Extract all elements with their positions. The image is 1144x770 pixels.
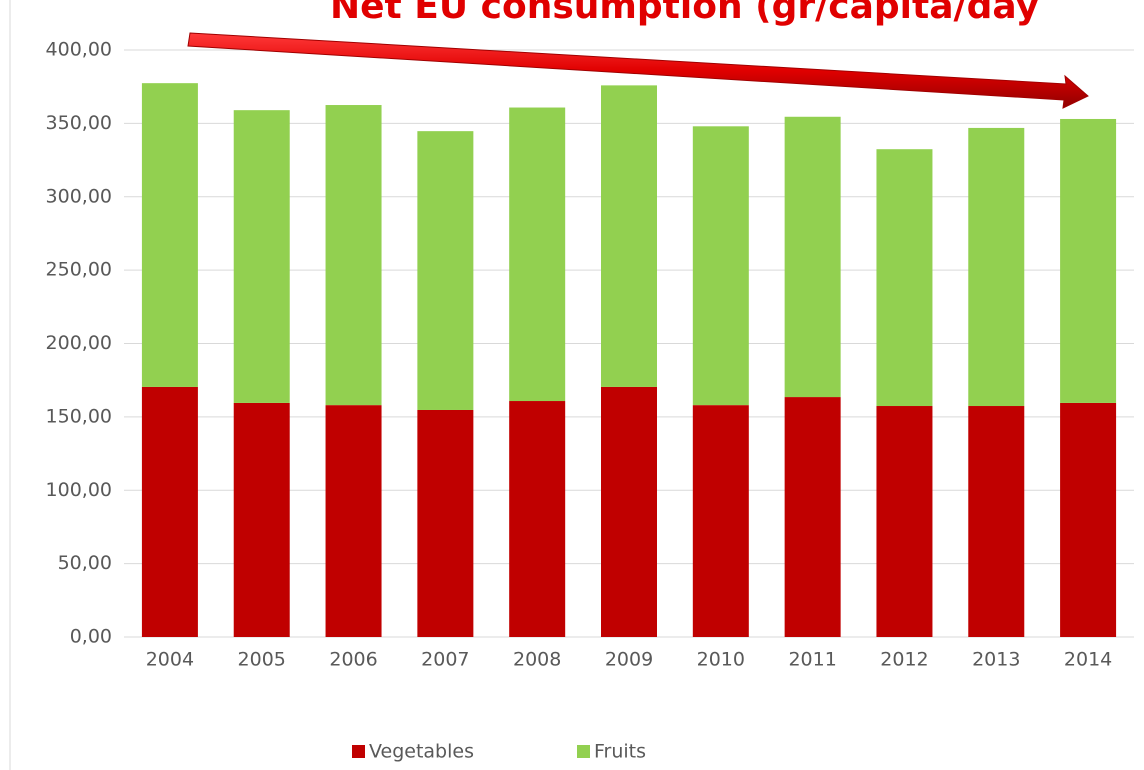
bar-segment: [233, 110, 290, 403]
bar-segment: [784, 116, 841, 398]
bar-segment: [141, 83, 198, 387]
x-tick-label: 2006: [329, 649, 377, 671]
y-tick-label: 350,00: [46, 112, 112, 134]
chart-frame: [9, 0, 11, 770]
y-tick-label: 100,00: [46, 479, 112, 501]
y-tick-label: 300,00: [46, 185, 112, 207]
y-tick-label: 400,00: [46, 39, 112, 61]
bar-segment: [509, 107, 566, 402]
bar-segment: [141, 386, 198, 637]
x-tick-label: 2004: [146, 649, 194, 671]
legend-swatch: [352, 745, 365, 758]
bar-segment: [601, 386, 657, 637]
bar-segment: [417, 409, 474, 637]
legend-label: Vegetables: [369, 741, 474, 763]
x-tick-label: 2005: [238, 649, 286, 671]
y-tick-label: 150,00: [46, 405, 112, 427]
bar-segment: [601, 85, 657, 387]
y-tick-label: 0,00: [70, 626, 112, 648]
bar-segment: [876, 149, 933, 407]
trend-arrow: [187, 32, 1089, 109]
bar-segment: [1060, 402, 1117, 637]
x-tick-label: 2014: [1064, 649, 1112, 671]
legend-label: Fruits: [594, 741, 646, 763]
x-tick-label: 2011: [788, 649, 836, 671]
bar-segment: [325, 405, 382, 637]
x-tick-label: 2013: [972, 649, 1020, 671]
x-tick-label: 2012: [880, 649, 928, 671]
bar-segment: [692, 405, 749, 637]
bar-segment: [692, 126, 749, 406]
plot-area: 0,00 50,00 100,00 150,00 200,00 250,00 300,00 3…: [46, 39, 1134, 763]
y-tick-label: 50,00: [58, 552, 112, 574]
bar-segment: [968, 127, 1025, 407]
y-tick-label: 200,00: [46, 332, 112, 354]
chart-title: Net EU consumption (gr/capita/day: [330, 0, 1039, 27]
bar-segment: [968, 406, 1025, 637]
bar-segment: [233, 402, 290, 637]
legend-swatch: [577, 745, 590, 758]
bar-segment: [1060, 118, 1117, 403]
x-tick-label: 2009: [605, 649, 653, 671]
bar-segment: [509, 401, 566, 637]
bar-segment: [417, 131, 474, 410]
bar-segment: [325, 105, 382, 406]
y-tick-label: 250,00: [46, 259, 112, 281]
x-tick-label: 2007: [421, 649, 469, 671]
x-tick-label: 2008: [513, 649, 561, 671]
bar-segment: [876, 406, 933, 637]
bar-segment: [784, 397, 841, 637]
x-tick-label: 2010: [697, 649, 745, 671]
